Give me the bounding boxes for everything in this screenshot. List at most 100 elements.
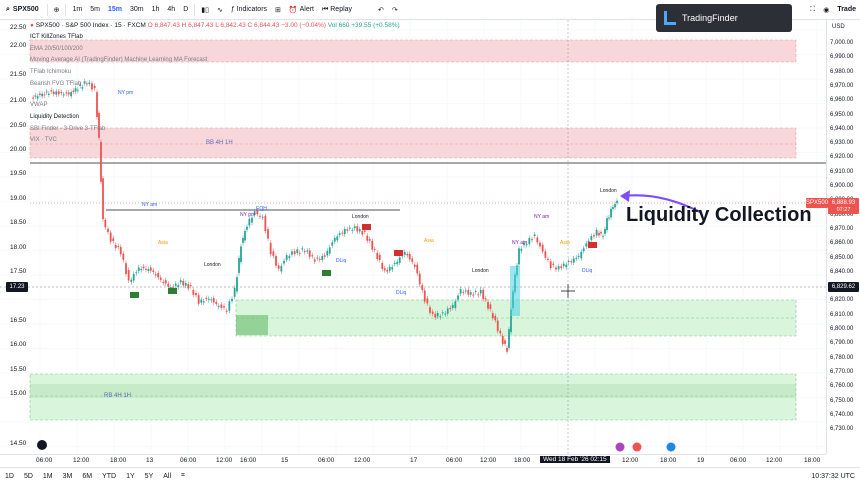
range-3m[interactable]: 3M [62, 472, 73, 480]
candle-body [65, 92, 68, 94]
symbol-status-icon: ● [30, 22, 34, 29]
indicator-7[interactable]: SBI Finder - 3-Drive 3-TFlab [30, 126, 106, 132]
interval-15m[interactable]: 15m [107, 6, 122, 13]
camera-icon[interactable]: ◉ [823, 6, 830, 14]
candle-body [331, 242, 334, 246]
indicator-8[interactable]: VIX · TVC [30, 137, 57, 143]
candle-body [602, 236, 604, 238]
add-symbol-button[interactable]: ⊕ [53, 6, 60, 14]
range-all[interactable]: All [163, 472, 172, 480]
range-6m[interactable]: 6M [82, 472, 93, 480]
candle-body [212, 298, 215, 303]
candle-body [225, 310, 228, 312]
price-chart[interactable]: NY pm NY am Asia London NY pm NY am Asia London… [0, 20, 826, 454]
replay-button[interactable]: ⏮ Replay [318, 0, 356, 20]
candle-body [62, 94, 65, 96]
candle-body [444, 313, 447, 315]
compare-icon[interactable]: ∿ [216, 6, 223, 14]
candle-style-icon[interactable]: ▮▯ [201, 6, 209, 14]
candle-body [164, 280, 167, 284]
price-axis-label: 6,850.00 [830, 254, 854, 261]
candle-body [38, 93, 41, 95]
candle-body [441, 312, 444, 314]
candle-body [336, 236, 339, 241]
price-axis-label: 6,930.00 [830, 140, 854, 147]
range-1m[interactable]: 1M [42, 472, 53, 480]
time-axis-label: 15 [281, 457, 289, 464]
candle-body [200, 299, 203, 303]
legend-vol: Vol 660 +39.55 (+0.58%) [327, 22, 400, 29]
trade-button[interactable]: Trade [837, 6, 856, 13]
time-axis-label: 12:00 [622, 457, 639, 464]
range-ytd[interactable]: YTD [102, 472, 117, 480]
time-axis-label: 06:00 [730, 457, 747, 464]
candle-body [192, 290, 195, 295]
candle-body [346, 229, 349, 231]
indicator-0[interactable]: ICT KillZones TFlab [30, 34, 83, 40]
candle-body [205, 297, 208, 299]
candle-body [142, 266, 145, 269]
indicators-button[interactable]: ƒ Indicators [227, 0, 271, 20]
candle-body [454, 301, 457, 309]
price-axis-label: 6,900.00 [830, 183, 854, 189]
alert-label: Alert [299, 6, 314, 13]
candle-body [102, 178, 104, 220]
indicator-1[interactable]: EMA 20/50/100/200 [30, 46, 83, 52]
currency-label[interactable]: USD [832, 24, 845, 30]
range-1d[interactable]: 1D [5, 472, 14, 480]
candle-body [233, 287, 236, 297]
alert-button[interactable]: ⏰ Alert [285, 0, 318, 20]
time-axis-label: 13 [146, 457, 154, 464]
candle-body [261, 216, 264, 218]
candle-body [421, 285, 424, 291]
candle-body [244, 230, 246, 241]
range-5d[interactable]: 5D [23, 472, 33, 480]
indicator-4[interactable]: Bearish FVG TFlab [30, 81, 82, 87]
redo-icon[interactable]: ↷ [391, 6, 398, 14]
symbol-search[interactable]: ⌕ SPX500 [0, 6, 45, 14]
right-price-axis[interactable]: 7,000.00 6,990.00 6,980.00 6,970.00 6,960.00… [826, 20, 860, 454]
indicator-3[interactable]: TFlab Ichimoku [30, 69, 72, 75]
legend-symbol[interactable]: SPX500 · S&P 500 Index · 15 · FXCM [35, 22, 146, 29]
candle-body [333, 237, 336, 242]
session-label: NY pm [240, 212, 255, 218]
indicator-6[interactable]: Liquidity Detection [30, 114, 80, 120]
candle-body [81, 87, 84, 89]
candle-body [351, 230, 354, 232]
candle-body [531, 239, 533, 241]
templates-icon[interactable]: ⊞ [275, 6, 281, 14]
time-axis[interactable]: 06:00 12:00 18:00 13 06:00 12:00 16:00 15 06:00 1… [0, 454, 826, 467]
interval-d[interactable]: D [183, 6, 189, 13]
candle-body [187, 284, 190, 289]
indicator-2[interactable]: Moving Average AI (TradingFinder) Machin… [30, 57, 208, 63]
candle-body [391, 267, 394, 270]
candle-body [541, 244, 544, 252]
candle-body [291, 251, 293, 255]
interval-5m[interactable]: 5m [90, 6, 100, 13]
candle-body [403, 251, 406, 255]
interval-1h[interactable]: 1h [151, 6, 160, 13]
range-1y[interactable]: 1Y [126, 472, 135, 480]
interval-4h[interactable]: 4h [167, 6, 176, 13]
candle-body [520, 248, 523, 251]
date-range-icon[interactable]: ⌗ [181, 472, 185, 479]
price-axis-label: 6,740.00 [830, 411, 854, 418]
interval-1m[interactable]: 1m [72, 6, 83, 13]
fullscreen-icon[interactable]: ⛶ [810, 5, 816, 13]
bearish-zone-top [29, 39, 797, 63]
undo-icon[interactable]: ↶ [378, 6, 384, 14]
candle-body [477, 294, 480, 296]
session-label: NY am [512, 240, 527, 246]
utc-clock[interactable]: 10:37:32 UTC [811, 472, 855, 480]
candle-body [313, 259, 316, 262]
range-5y[interactable]: 5Y [144, 472, 154, 480]
indicator-5[interactable]: VWAP [30, 102, 48, 108]
candle-body [55, 91, 58, 95]
bullish-zone-rb [29, 373, 797, 421]
candle-body [506, 347, 508, 352]
session-label: NY am [142, 202, 157, 208]
earnings-icon [615, 442, 625, 452]
candle-body [228, 301, 231, 311]
candle-body [202, 301, 205, 303]
interval-30m[interactable]: 30m [129, 6, 144, 13]
